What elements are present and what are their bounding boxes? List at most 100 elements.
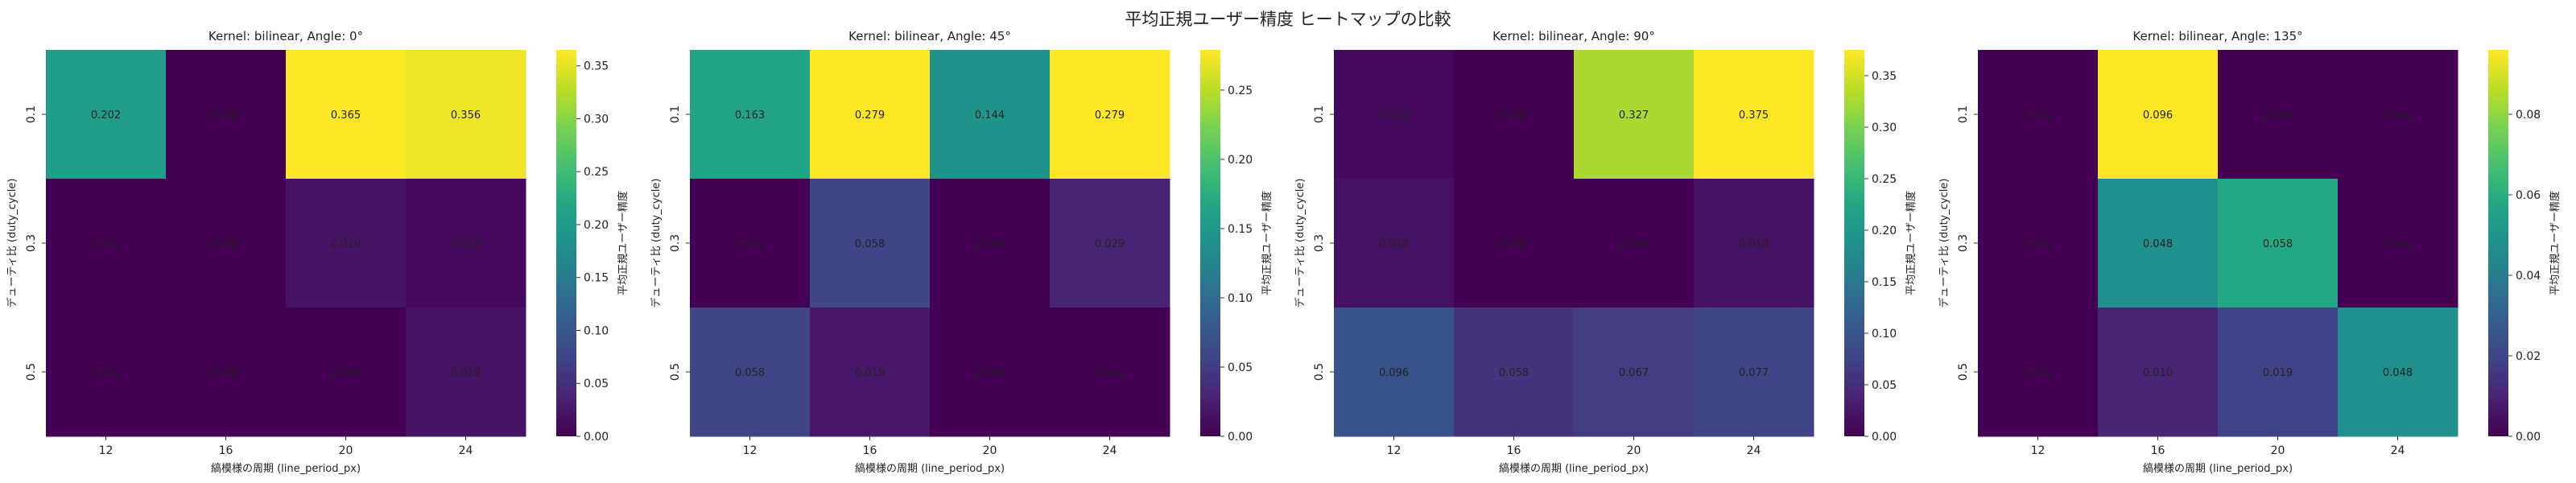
colorbar-tick-label: 0.05 bbox=[1872, 379, 1897, 392]
cell-value-label: 0.019 bbox=[331, 238, 361, 250]
cell-value-label: 0.096 bbox=[1379, 367, 1409, 379]
heatmap-cell bbox=[930, 179, 1051, 308]
heatmap-cell bbox=[1574, 179, 1695, 308]
heatmap-cell bbox=[2218, 308, 2339, 437]
cell-value-label: 0.163 bbox=[735, 109, 765, 122]
colorbar-tick-label: 0.00 bbox=[1228, 431, 1253, 444]
cell-value-label: 0.000 bbox=[331, 367, 361, 379]
colorbar-tick-label: 0.20 bbox=[1228, 154, 1253, 167]
x-axis-label: 縞模様の周期 (line_period_px) bbox=[855, 462, 1005, 475]
colorbar bbox=[1844, 50, 1864, 436]
colorbar bbox=[2488, 50, 2508, 436]
cell-value-label: 0.096 bbox=[2143, 109, 2173, 122]
colorbar-tick-label: 0.30 bbox=[584, 113, 609, 126]
x-tick-label: 16 bbox=[2151, 444, 2165, 457]
cell-value-label: 0.058 bbox=[735, 367, 765, 379]
cell-value-label: 0.010 bbox=[2143, 367, 2173, 379]
y-tick-label: 0.5 bbox=[25, 363, 38, 381]
heatmap-cell bbox=[406, 308, 526, 437]
panel-title: Kernel: bilinear, Angle: 0° bbox=[208, 29, 363, 43]
colorbar-tick-label: 0.25 bbox=[1872, 173, 1897, 186]
y-tick-label: 0.5 bbox=[1957, 363, 1970, 381]
cell-value-label: 0.144 bbox=[975, 109, 1005, 122]
y-tick-label: 0.3 bbox=[25, 234, 38, 252]
heatmap-cell bbox=[1694, 179, 1814, 308]
heatmap-cell bbox=[1454, 179, 1575, 308]
y-axis-label: デューティ比 (duty_cycle) bbox=[6, 179, 19, 308]
colorbar-tick-label: 0.15 bbox=[584, 272, 609, 285]
cell-value-label: 0.000 bbox=[1499, 109, 1529, 122]
x-axis-label: 縞模様の周期 (line_period_px) bbox=[2143, 462, 2293, 475]
heatmap-cell bbox=[2098, 179, 2219, 308]
heatmap-cell bbox=[2218, 50, 2339, 180]
x-tick-label: 24 bbox=[1747, 444, 1761, 457]
colorbar-tick-label: 0.25 bbox=[584, 166, 609, 179]
colorbar-tick-label: 0.00 bbox=[1872, 431, 1897, 444]
y-tick-label: 0.3 bbox=[669, 234, 682, 252]
heatmap-cell bbox=[2218, 179, 2339, 308]
colorbar-tick-label: 0.10 bbox=[584, 324, 609, 337]
heatmap-panel-1: Kernel: bilinear, Angle: 0° 0.202 0.000 0.3… bbox=[6, 29, 630, 475]
cell-value-label: 0.077 bbox=[1739, 367, 1769, 379]
cell-value-label: 0.019 bbox=[855, 367, 885, 379]
cell-value-label: 0.000 bbox=[2023, 367, 2053, 379]
x-tick-label: 12 bbox=[2031, 444, 2046, 457]
heatmap-cell bbox=[406, 50, 526, 180]
colorbar-tick-label: 0.15 bbox=[1872, 276, 1897, 289]
heatmap-cell bbox=[1454, 50, 1575, 180]
cell-value-label: 0.000 bbox=[975, 367, 1005, 379]
heatmap-cell bbox=[286, 50, 407, 180]
heatmap-cell bbox=[46, 179, 167, 308]
cell-value-label: 0.000 bbox=[1499, 238, 1529, 250]
heatmap-cell bbox=[1334, 50, 1455, 180]
heatmap-cell bbox=[1050, 50, 1170, 180]
cell-value-label: 0.000 bbox=[91, 367, 121, 379]
panel-title: Kernel: bilinear, Angle: 135° bbox=[2132, 29, 2302, 43]
colorbar-tick-label: 0.25 bbox=[1228, 85, 1253, 97]
cell-value-label: 0.279 bbox=[1095, 109, 1125, 122]
x-tick-label: 20 bbox=[2271, 444, 2285, 457]
x-tick-label: 12 bbox=[1387, 444, 1402, 457]
x-tick-label: 20 bbox=[983, 444, 997, 457]
heatmap-cell bbox=[1050, 179, 1170, 308]
cell-value-label: 0.000 bbox=[2263, 109, 2293, 122]
y-tick-label: 0.1 bbox=[669, 105, 682, 123]
colorbar-tick-label: 0.06 bbox=[2516, 189, 2541, 202]
cell-value-label: 0.000 bbox=[2383, 238, 2413, 250]
heatmap-cell bbox=[2098, 308, 2219, 437]
colorbar-label: 平均正規ユーザー精度 bbox=[1261, 191, 1274, 295]
colorbar-tick-label: 0.05 bbox=[584, 378, 609, 390]
cell-value-label: 0.067 bbox=[1619, 367, 1649, 379]
heatmap-cell bbox=[690, 179, 811, 308]
x-tick-label: 24 bbox=[459, 444, 473, 457]
cell-value-label: 0.365 bbox=[331, 109, 361, 122]
figure-title: 平均正規ユーザー精度 ヒートマップの比較 bbox=[1125, 10, 1451, 29]
x-tick-label: 24 bbox=[1103, 444, 1117, 457]
colorbar-tick-label: 0.05 bbox=[1228, 361, 1253, 374]
colorbar-tick-label: 0.20 bbox=[1872, 225, 1897, 237]
heatmap-cell bbox=[166, 308, 287, 437]
colorbar-tick-label: 0.10 bbox=[1228, 292, 1253, 305]
heatmap-cell bbox=[2098, 50, 2219, 180]
x-axis-label: 縞模様の周期 (line_period_px) bbox=[211, 462, 361, 475]
y-tick-label: 0.3 bbox=[1313, 234, 1326, 252]
colorbar-tick-label: 0.15 bbox=[1228, 223, 1253, 236]
cell-value-label: 0.048 bbox=[2143, 238, 2173, 250]
heatmap-cell bbox=[1978, 308, 2099, 437]
colorbar-tick-label: 0.02 bbox=[2516, 350, 2541, 363]
colorbar-tick-label: 0.00 bbox=[2516, 431, 2541, 444]
heatmap-cell bbox=[1574, 50, 1695, 180]
cell-value-label: 0.000 bbox=[211, 367, 241, 379]
cell-value-label: 0.000 bbox=[2023, 109, 2053, 122]
y-tick-label: 0.5 bbox=[669, 363, 682, 381]
heatmap-cell bbox=[166, 50, 287, 180]
cell-value-label: 0.000 bbox=[91, 238, 121, 250]
cell-value-label: 0.010 bbox=[1379, 109, 1409, 122]
heatmap-cell bbox=[46, 308, 167, 437]
heatmap-cell bbox=[1978, 50, 2099, 180]
cell-value-label: 0.019 bbox=[1739, 238, 1769, 250]
cell-value-label: 0.019 bbox=[1379, 238, 1409, 250]
colorbar-tick-label: 0.08 bbox=[2516, 109, 2541, 122]
cell-value-label: 0.279 bbox=[855, 109, 885, 122]
colorbar bbox=[556, 50, 576, 436]
